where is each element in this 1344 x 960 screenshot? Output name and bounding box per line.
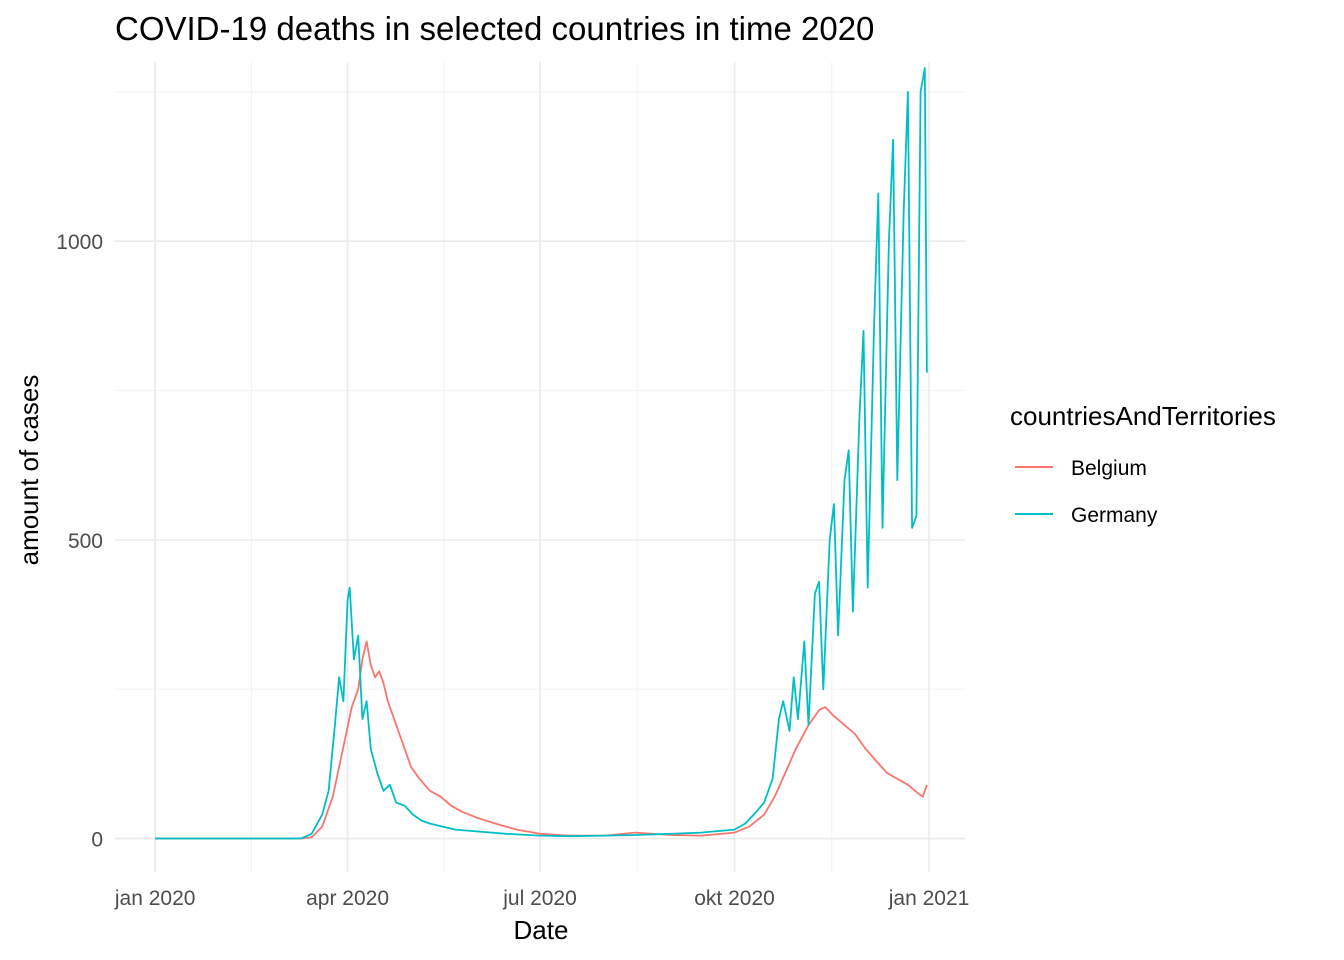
legend-label: Germany	[1071, 504, 1158, 527]
legend: countriesAndTerritories Belgium Germany	[1010, 401, 1276, 527]
x-tick-label: jan 2021	[888, 887, 970, 910]
y-axis-title: amount of cases	[14, 375, 44, 566]
y-tick-label: 500	[68, 530, 103, 553]
legend-item-germany: Germany	[1015, 504, 1158, 527]
legend-title: countriesAndTerritories	[1010, 401, 1276, 431]
x-tick-label: jan 2020	[114, 887, 196, 910]
panel	[115, 62, 965, 872]
series-line-belgium	[155, 640, 928, 840]
x-axis-tick-labels: jan 2020 apr 2020 jul 2020 okt 2020 jan 2021	[114, 887, 969, 910]
series-line-germany	[155, 67, 928, 840]
x-tick-label: apr 2020	[306, 887, 389, 910]
y-axis-tick-labels: 0 500 1000	[56, 231, 103, 851]
y-tick-label: 0	[91, 829, 103, 852]
legend-item-belgium: Belgium	[1015, 457, 1147, 480]
x-tick-label: jul 2020	[502, 887, 577, 910]
legend-items: Belgium Germany	[1015, 457, 1158, 527]
x-axis-title: Date	[514, 915, 569, 945]
series-lines	[155, 67, 928, 840]
y-tick-label: 1000	[56, 231, 103, 254]
x-tick-label: okt 2020	[694, 887, 775, 910]
legend-label: Belgium	[1071, 457, 1147, 480]
chart-title: COVID-19 deaths in selected countries in…	[115, 10, 874, 47]
grid	[115, 62, 965, 872]
